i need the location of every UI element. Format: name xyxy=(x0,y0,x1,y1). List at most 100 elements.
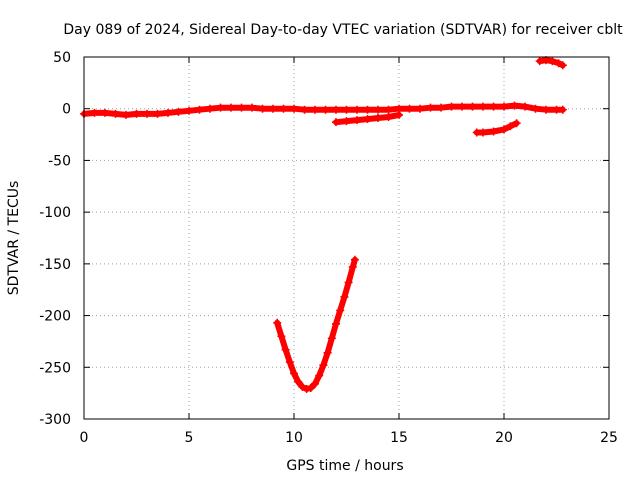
y-tick-label: -50 xyxy=(48,153,71,169)
data-point xyxy=(542,105,550,114)
data-point xyxy=(350,255,359,264)
data-point xyxy=(479,128,487,137)
data-point xyxy=(447,102,456,111)
data-point xyxy=(332,319,340,328)
y-tick-label: -100 xyxy=(39,205,71,221)
data-point xyxy=(535,57,544,66)
data-point xyxy=(277,332,286,341)
data-point xyxy=(363,105,372,114)
data-point xyxy=(340,292,349,301)
data-point xyxy=(479,102,487,111)
data-point xyxy=(374,114,382,123)
data-point xyxy=(174,107,183,116)
y-tick-label: -300 xyxy=(39,412,71,428)
x-tick-label: 20 xyxy=(495,430,513,446)
data-point xyxy=(300,105,309,114)
data-point xyxy=(353,116,361,125)
data-point xyxy=(437,103,445,112)
data-point xyxy=(489,102,498,111)
data-series xyxy=(80,56,567,394)
data-point xyxy=(227,103,235,112)
data-point xyxy=(321,105,330,114)
series-5 xyxy=(273,255,359,394)
data-point xyxy=(384,112,393,121)
data-point xyxy=(279,104,288,113)
x-tick-label: 5 xyxy=(185,430,194,446)
series-2 xyxy=(332,110,403,127)
data-point xyxy=(269,104,277,113)
data-point xyxy=(558,105,567,114)
data-point xyxy=(374,105,382,114)
axis-ticks xyxy=(83,56,610,420)
data-point xyxy=(395,110,403,119)
data-point xyxy=(258,104,267,113)
data-point xyxy=(336,306,345,315)
data-point xyxy=(332,105,340,114)
data-point xyxy=(512,119,521,128)
data-point xyxy=(500,125,508,134)
data-point xyxy=(248,103,256,112)
data-point xyxy=(311,379,319,388)
data-point xyxy=(195,105,204,114)
data-point xyxy=(315,371,324,380)
data-point xyxy=(319,361,328,370)
y-tick-label: -150 xyxy=(39,257,71,273)
data-point xyxy=(342,105,351,114)
data-point xyxy=(384,105,393,114)
x-tick-labels: 0 5 10 15 20 25 xyxy=(80,430,618,446)
y-tick-label: 0 xyxy=(62,102,71,118)
data-point xyxy=(500,102,508,111)
data-point xyxy=(273,318,282,327)
data-point xyxy=(306,383,315,392)
data-point xyxy=(290,104,298,113)
data-point xyxy=(185,106,193,115)
data-point xyxy=(285,358,294,367)
data-point xyxy=(327,334,336,343)
series-trace xyxy=(274,256,358,392)
data-point xyxy=(90,108,99,117)
data-point xyxy=(344,278,353,287)
data-point xyxy=(101,108,109,117)
x-tick-label: 15 xyxy=(390,430,408,446)
data-point xyxy=(416,104,424,113)
data-point xyxy=(237,103,246,112)
data-point xyxy=(143,109,151,118)
y-tick-label: 50 xyxy=(53,50,71,66)
data-point xyxy=(489,127,498,136)
data-point xyxy=(531,104,540,113)
data-point xyxy=(363,115,372,124)
y-tick-label: -200 xyxy=(39,309,71,325)
series-4 xyxy=(535,56,567,70)
data-point xyxy=(458,102,466,111)
y-axis-title: SDTVAR / TECUs xyxy=(6,181,22,296)
data-point xyxy=(132,109,141,118)
data-point xyxy=(302,385,311,394)
data-point xyxy=(290,369,298,378)
data-point xyxy=(468,102,477,111)
plot-frame xyxy=(83,56,610,420)
data-point xyxy=(348,262,357,271)
data-point xyxy=(294,377,303,386)
data-point xyxy=(298,382,307,391)
chart-title: Day 089 of 2024, Sidereal Day-to-day VTE… xyxy=(63,22,623,38)
data-point xyxy=(558,61,567,70)
series-1 xyxy=(80,101,567,119)
x-tick-label: 25 xyxy=(600,430,618,446)
data-point xyxy=(122,110,130,119)
data-point xyxy=(153,109,162,118)
data-point xyxy=(206,104,214,113)
data-point xyxy=(405,104,414,113)
y-tick-labels: 50 0 -50 -100 -150 -200 -250 -300 xyxy=(39,50,71,428)
x-axis-title: GPS time / hours xyxy=(286,458,403,474)
data-point xyxy=(353,105,361,114)
data-point xyxy=(510,101,519,110)
data-point xyxy=(323,348,332,357)
data-point xyxy=(281,345,290,354)
y-tick-label: -250 xyxy=(39,360,71,376)
series-3 xyxy=(472,119,521,137)
data-point xyxy=(521,102,529,111)
data-point xyxy=(426,103,435,112)
data-point xyxy=(506,122,515,131)
data-point xyxy=(216,103,225,112)
